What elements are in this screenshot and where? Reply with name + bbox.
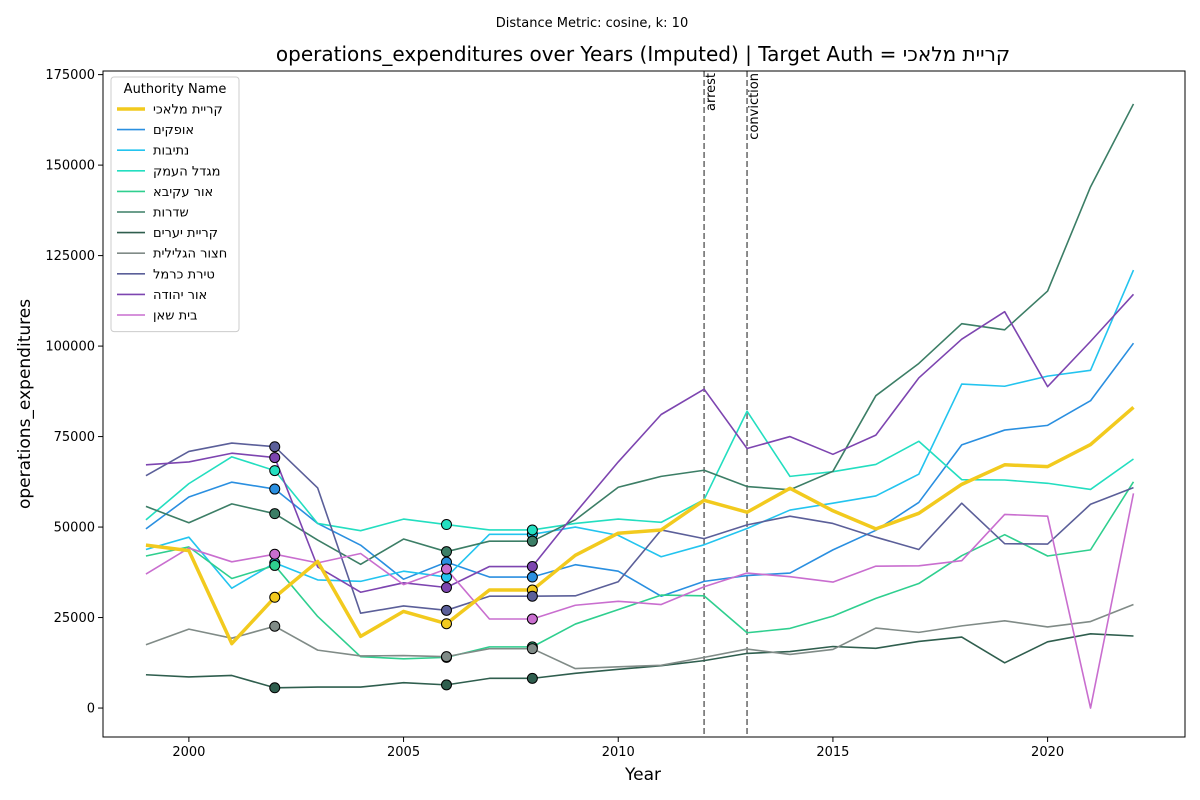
imputed-point: [269, 682, 281, 694]
imputed-point: [269, 441, 281, 453]
legend-box: [110, 76, 240, 333]
series-group: [145, 71, 1135, 737]
legend-label: טירת כרמל: [153, 267, 215, 282]
y-tick-label: 100000: [45, 340, 95, 355]
series-line: [145, 603, 1134, 670]
legend-label: נתיבות: [153, 144, 189, 159]
imputed-point: [526, 613, 538, 625]
imputed-point: [440, 582, 452, 594]
imputed-point: [526, 571, 538, 583]
imputed-point: [440, 546, 452, 558]
x-tick-label: 2020: [1031, 745, 1064, 760]
x-axis-label: Year: [624, 765, 661, 785]
series-line: [145, 342, 1135, 598]
imputed-point: [269, 465, 281, 477]
legend-label: קריית יערים: [153, 226, 218, 241]
y-tick-label: 50000: [54, 521, 95, 536]
imputed-point: [440, 679, 452, 691]
legend-label: אופקים: [153, 123, 194, 138]
legend-label: אור עקיבא: [153, 185, 213, 200]
legend-label: אור יהודה: [153, 288, 207, 303]
y-tick-label: 75000: [54, 430, 95, 445]
imputed-point: [269, 508, 281, 520]
imputed-point: [440, 563, 452, 575]
series-line: [145, 410, 1134, 532]
y-tick-label: 150000: [45, 159, 95, 174]
y-tick-label: 125000: [45, 249, 95, 264]
imputed-point: [269, 591, 281, 603]
imputed-point: [440, 618, 452, 630]
series-line: [145, 103, 1135, 566]
imputed-point: [526, 643, 538, 655]
series-line: [145, 405, 1135, 646]
legend-title: Authority Name: [124, 82, 227, 97]
imputed-point: [269, 548, 281, 560]
plot-area: arrest conviction: [145, 71, 1135, 737]
series-line: [145, 633, 1134, 689]
legend-label: בית שאן: [153, 309, 198, 324]
y-tick-label: 0: [87, 702, 95, 717]
imputed-point: [269, 559, 281, 571]
x-tick-label: 2010: [602, 745, 635, 760]
imputed-point: [526, 672, 538, 684]
x-tick-label: 2000: [172, 745, 205, 760]
imputed-point: [526, 524, 538, 536]
y-tick-label: 25000: [54, 611, 95, 626]
imputed-point: [440, 604, 452, 616]
x-tick-label: 2015: [816, 745, 849, 760]
legend-label: קריית מלאכי: [153, 103, 223, 118]
imputed-point: [526, 590, 538, 602]
x-tick-label: 2005: [387, 745, 420, 760]
series-line: [145, 269, 1135, 590]
plot-frame: [102, 70, 1186, 738]
imputed-point: [440, 651, 452, 663]
imputed-point: [269, 620, 281, 632]
chart-suptitle: Distance Metric: cosine, k: 10: [496, 16, 688, 31]
series-line: [145, 442, 1134, 615]
y-tick-label: 175000: [45, 68, 95, 83]
series-line: [145, 293, 1135, 594]
imputed-point: [440, 519, 452, 531]
y-axis-label: operations_expenditures: [15, 299, 35, 509]
legend-label: שדרות: [153, 206, 189, 221]
legend: Authority Name קריית מלאכי אופקים נתיבות מגד…: [110, 76, 240, 333]
imputed-point: [269, 452, 281, 464]
legend-label: מגדל העמק: [153, 164, 221, 179]
imputed-point: [526, 535, 538, 547]
axes: 2000 2005 2010 2015 2020 0 25000 50000 75000 1000…: [45, 68, 1186, 760]
imputed-point: [526, 561, 538, 573]
imputed-point: [269, 483, 281, 495]
series-line: [145, 493, 1135, 709]
event-label-arrest: arrest: [704, 73, 719, 111]
legend-label: חצור הגלילית: [153, 247, 227, 262]
event-label-conviction: conviction: [747, 73, 762, 140]
chart-title: operations_expenditures over Years (Impu…: [276, 42, 1010, 66]
